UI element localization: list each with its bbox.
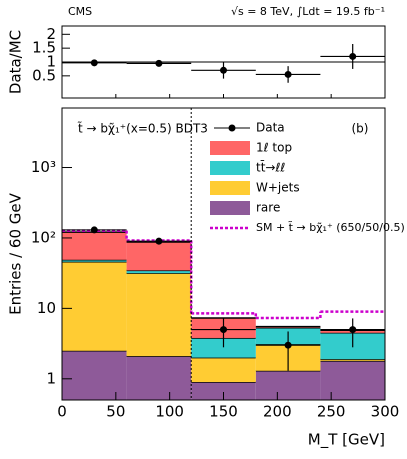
- stack-segment: [62, 350, 127, 400]
- stack-segment: [62, 232, 127, 260]
- ratio-point: [90, 59, 98, 67]
- stack-segment: [191, 357, 256, 383]
- ratio-y-tick-label: 1: [46, 53, 56, 71]
- chart-title: CMS: [68, 5, 92, 18]
- data-point: [284, 341, 292, 349]
- stack-segment: [62, 261, 127, 351]
- x-tick-label: 150: [209, 403, 238, 421]
- x-axis-label: M_T [GeV]: [308, 431, 385, 450]
- data-point: [220, 326, 227, 334]
- ratio-y-tick-label: 1.5: [32, 39, 56, 57]
- y-tick-label: 10²: [31, 228, 56, 246]
- x-tick-label: 250: [317, 403, 346, 421]
- stack-segment: [320, 359, 385, 361]
- x-tick-label: 50: [106, 403, 125, 421]
- ratio-y-tick-label: 2: [46, 25, 56, 43]
- stack-segment: [62, 259, 127, 262]
- stack-segment: [255, 370, 321, 400]
- ratio-point: [220, 66, 227, 74]
- data-point: [349, 326, 357, 334]
- y-tick-label: 10³: [31, 158, 56, 176]
- ratio-y-tick-label: 0.5: [32, 66, 56, 84]
- y-tick-label: 1: [46, 369, 56, 387]
- legend-data-marker: [228, 124, 236, 132]
- x-tick-label: 300: [371, 403, 400, 421]
- legend-swatch: [210, 161, 250, 175]
- ratio-point: [155, 59, 163, 67]
- stack-segment: [126, 273, 192, 357]
- data-point: [90, 226, 98, 234]
- legend-swatch: [210, 181, 250, 195]
- annotation: t̃ → bχ̃₁⁺(x=0.5) BDT3: [78, 121, 208, 135]
- legend-swatch: [210, 201, 250, 215]
- legend-label: Data: [256, 121, 285, 135]
- ratio-point: [349, 52, 357, 60]
- legend-label: tt̄→ℓℓ: [256, 160, 285, 174]
- legend-label: 1ℓ top: [256, 141, 292, 155]
- stack-segment: [191, 337, 256, 358]
- stack-segment: [126, 356, 192, 400]
- legend-swatch: [210, 141, 250, 155]
- y-tick-label: 10: [37, 299, 56, 317]
- ratio-point: [284, 70, 292, 78]
- panel-label: (b): [352, 122, 369, 136]
- x-tick-label: 200: [263, 403, 292, 421]
- stack-segment: [320, 360, 385, 400]
- ratio-axis-label: Data/MC: [7, 30, 25, 94]
- x-tick-label: 100: [155, 403, 184, 421]
- chart-subtitle: √s = 8 TeV, ∫Ldt = 19.5 fb⁻¹: [231, 5, 385, 18]
- stack-segment: [126, 270, 192, 274]
- legend-label: W+jets: [256, 181, 300, 195]
- stack-segment: [191, 382, 256, 400]
- legend-label: rare: [256, 201, 280, 215]
- legend-label: SM + t̃ → bχ̃₁⁺ (650/50/0.5): [256, 221, 405, 234]
- x-tick-label: 0: [57, 403, 67, 421]
- stack-segment: [126, 241, 192, 271]
- y-axis-label: Entries / 60 GeV: [7, 192, 25, 315]
- data-point: [155, 237, 163, 245]
